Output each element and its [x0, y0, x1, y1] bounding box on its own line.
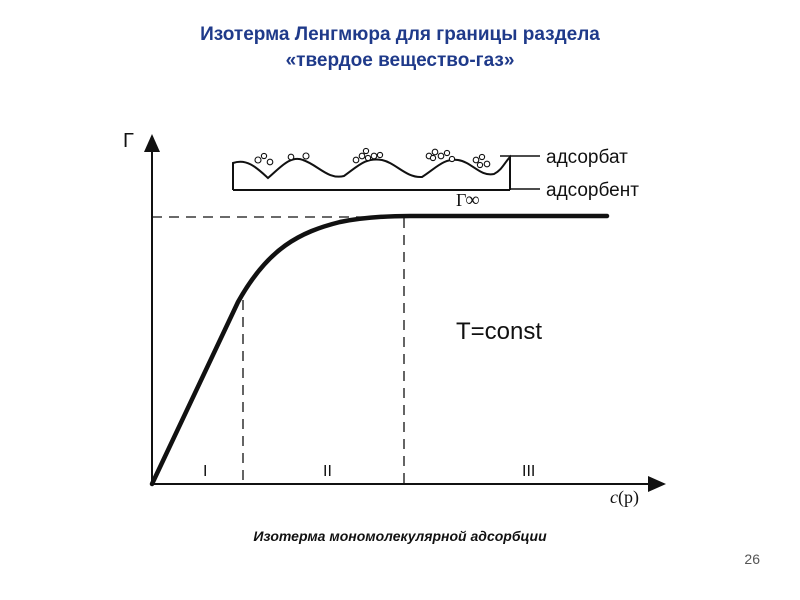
- x-axis-label: c(p): [610, 487, 639, 508]
- isotherm-curve: [149, 213, 610, 487]
- region-label-I: I: [203, 463, 207, 480]
- title-line-2: «твердое вещество-газ»: [285, 50, 515, 71]
- y-axis-label: Г: [123, 130, 134, 152]
- adsorbate-label: адсорбат: [546, 147, 628, 168]
- surface-inset: адсорбат адсорбент: [232, 147, 639, 201]
- adsorbent-surface: [232, 154, 511, 190]
- title-line-1: Изотерма Ленгмюра для границы раздела: [200, 24, 600, 45]
- page-number: 26: [744, 551, 760, 567]
- slide-title: Изотерма Ленгмюра для границы раздела «т…: [0, 22, 800, 74]
- region-label-III: III: [522, 463, 535, 480]
- temperature-condition-label: T=const: [456, 318, 542, 345]
- region-label-II: II: [323, 463, 332, 480]
- adsorbent-label: адсорбент: [546, 180, 639, 201]
- figure-caption: Изотерма мономолекулярной адсорбции: [253, 528, 547, 544]
- gamma-inf-label: Г∞: [456, 189, 480, 211]
- adsorbate-molecules: [254, 147, 491, 169]
